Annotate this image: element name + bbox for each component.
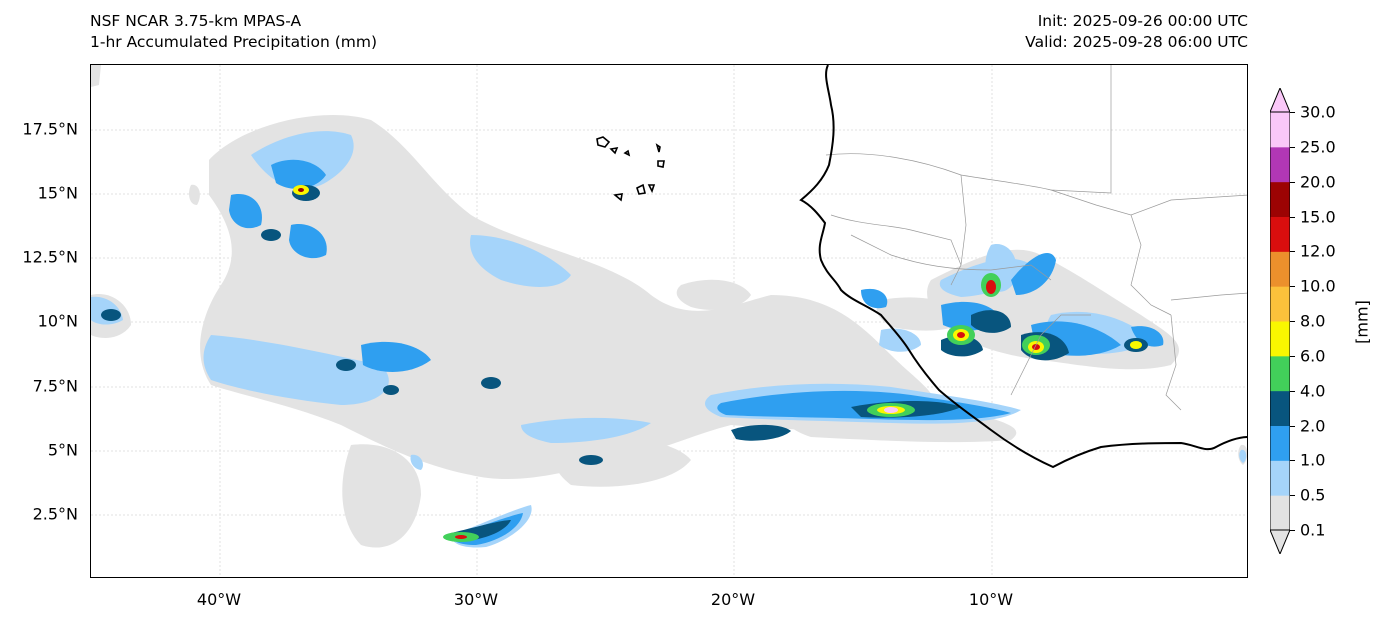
colorbar-tick [1290, 321, 1295, 322]
colorbar-tick [1290, 355, 1295, 357]
lon-tick-10w: 10°W [968, 590, 1014, 609]
valid-time: Valid: 2025-09-28 06:00 UTC [1025, 33, 1248, 51]
colorbar-tick [1290, 495, 1295, 497]
colorbar-level-label: 20.0 [1300, 172, 1336, 192]
lat-tick-7-5: 7.5°N [32, 376, 78, 396]
lon-tick-40w: 40°W [196, 590, 242, 609]
colorbar-segment [1270, 216, 1290, 252]
colorbar-segment [1270, 321, 1290, 357]
title-right: Init: 2025-09-26 00:00 UTC Valid: 2025-0… [1025, 11, 1248, 53]
colorbar-segment [1270, 495, 1290, 531]
colorbar-level-label: 30.0 [1300, 102, 1336, 122]
colorbar-level-label: 15.0 [1300, 207, 1336, 226]
colorbar-tick [1290, 146, 1295, 148]
colorbar-tick [1290, 390, 1295, 392]
precip-intense-cores [293, 185, 1142, 542]
colorbar-tick [1290, 425, 1295, 427]
lat-tick-12-5: 12.5°N [22, 247, 78, 267]
colorbar-tick [1290, 216, 1295, 218]
colorbar-tick [1290, 251, 1295, 253]
map-panel [90, 64, 1248, 578]
precip-trace-areas [91, 65, 1247, 548]
colorbar-level-label: 0.5 [1300, 485, 1326, 505]
colorbar-bottom-extension [1270, 529, 1290, 554]
colorbar-level-label: 8.0 [1300, 311, 1326, 331]
colorbar-level-label: 2.0 [1300, 416, 1326, 435]
colorbar-segment [1270, 181, 1290, 217]
colorbar-level-label: 10.0 [1300, 276, 1336, 296]
lon-tick-20w: 20°W [710, 590, 756, 609]
colorbar-level-label: 1.0 [1300, 450, 1326, 470]
colorbar-tick [1290, 286, 1295, 288]
lat-tick-2-5: 2.5°N [32, 504, 78, 524]
colorbar-top-extension [1270, 88, 1290, 113]
colorbar-segment [1270, 390, 1290, 426]
lat-tick-10: 10°N [37, 311, 78, 331]
title-left: NSF NCAR 3.75-km MPAS-A 1-hr Accumulated… [90, 11, 377, 53]
cape-verde-islands [596, 136, 665, 202]
country-borders [825, 65, 1247, 411]
init-time: Init: 2025-09-26 00:00 UTC [1037, 12, 1248, 30]
colorbar-segment [1270, 146, 1290, 183]
colorbar-unit: [mm] [1352, 300, 1372, 344]
lon-tick-30w: 30°W [453, 590, 499, 609]
field-name: 1-hr Accumulated Precipitation (mm) [90, 33, 377, 51]
colorbar-tick [1290, 181, 1295, 183]
model-name: NSF NCAR 3.75-km MPAS-A [90, 12, 302, 30]
coastline [799, 65, 1247, 469]
precip-map-svg [91, 65, 1247, 577]
colorbar-segment [1270, 286, 1290, 322]
colorbar-tick [1290, 530, 1295, 531]
colorbar-level-label: 0.1 [1300, 520, 1326, 540]
colorbar-segment [1270, 251, 1290, 287]
lat-tick-15: 15°N [37, 183, 78, 203]
colorbar [1270, 88, 1290, 554]
colorbar-level-label: 25.0 [1300, 137, 1336, 157]
colorbar-segment [1270, 355, 1290, 392]
colorbar-segment [1270, 460, 1290, 496]
colorbar-tick [1290, 460, 1295, 462]
colorbar-level-label: 6.0 [1300, 346, 1326, 366]
colorbar-level-label: 12.0 [1300, 241, 1336, 261]
colorbar-segment [1270, 425, 1290, 461]
lat-tick-17-5: 17.5°N [22, 119, 78, 139]
lat-tick-5: 5°N [47, 440, 78, 460]
colorbar-level-label: 4.0 [1300, 381, 1326, 401]
colorbar-tick [1290, 112, 1295, 113]
colorbar-frame [1270, 111, 1290, 531]
colorbar-segments [1270, 112, 1290, 531]
colorbar-segment [1270, 112, 1290, 148]
